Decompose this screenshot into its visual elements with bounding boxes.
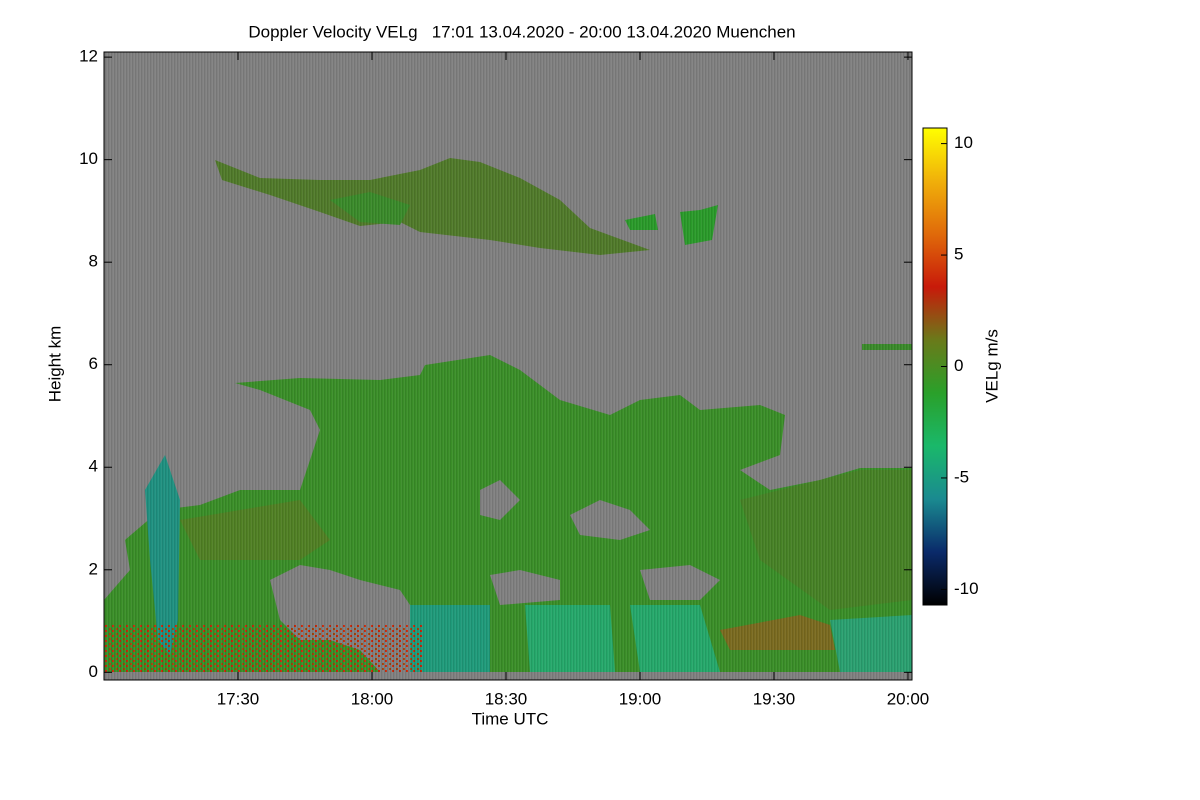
x-tick-label: 20:00 [887,689,930,708]
y-tick-label: 8 [89,252,98,271]
x-axis-label: Time UTC [472,709,549,728]
colorbar-label: VELg m/s [982,329,1001,403]
plot-frame [103,51,913,681]
colorbar-tick-label: 10 [954,133,973,152]
y-tick-label: 4 [89,457,98,476]
colorbar-tick-label: 0 [954,356,963,375]
colorbar-tick-label: 5 [954,245,963,264]
plot-area [104,52,912,680]
x-tick-label: 18:00 [351,689,394,708]
y-tick-label: 0 [89,662,98,681]
colorbar-tick-label: -10 [954,579,979,598]
x-tick-label: 19:00 [619,689,662,708]
x-tick-label: 19:30 [753,689,796,708]
y-axis-label: Height km [45,326,64,403]
y-tick-label: 12 [79,47,98,66]
x-tick-label: 18:30 [485,689,528,708]
x-tick-label: 17:30 [217,689,260,708]
y-tick-label: 10 [79,149,98,168]
y-tick-label: 6 [89,354,98,373]
y-tick-label: 2 [89,559,98,578]
colorbar-tick-label: -5 [954,467,969,486]
chart-title: Doppler Velocity VELg 17:01 13.04.2020 -… [248,22,795,41]
texture [104,52,912,680]
